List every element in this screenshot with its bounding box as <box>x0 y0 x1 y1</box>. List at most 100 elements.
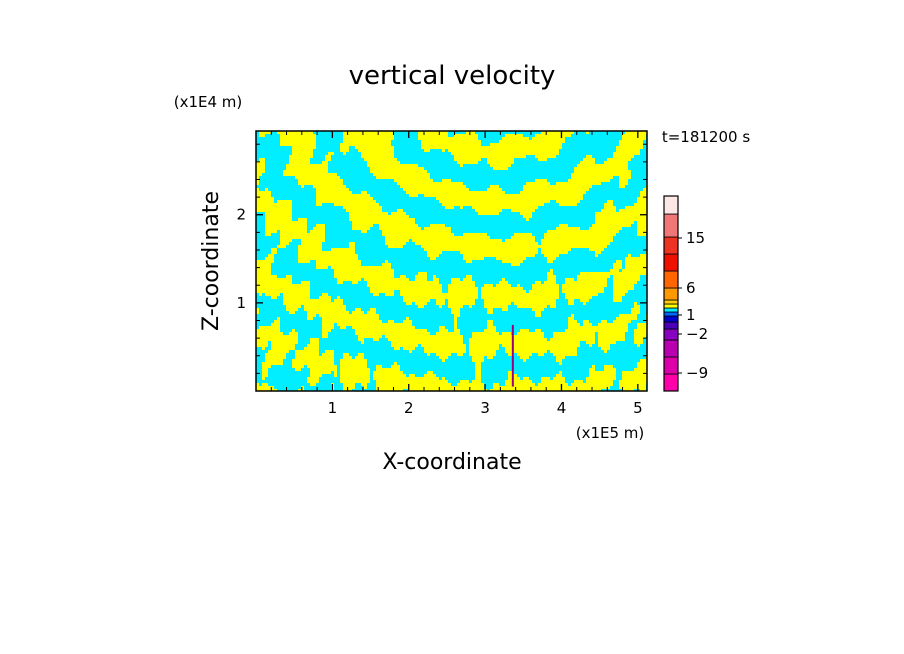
field-cell <box>346 224 350 228</box>
field-cell <box>517 239 521 243</box>
field-cell <box>364 233 368 237</box>
field-cell <box>544 182 548 186</box>
field-cell <box>547 131 551 135</box>
field-cell <box>370 236 374 240</box>
field-cell <box>346 197 350 201</box>
field-cell <box>367 137 371 141</box>
field-cell <box>643 191 647 195</box>
field-cell <box>430 182 434 186</box>
field-cell <box>595 161 599 165</box>
field-cell <box>382 209 386 213</box>
field-cell <box>457 215 461 219</box>
field-cell <box>298 182 302 186</box>
field-cell <box>619 152 623 156</box>
field-cell <box>382 167 386 171</box>
field-cell <box>460 230 464 234</box>
field-cell <box>601 146 605 150</box>
field-cell <box>517 242 521 246</box>
field-cell <box>607 173 611 177</box>
field-cell <box>328 137 332 141</box>
field-cell <box>442 167 446 171</box>
field-cell <box>559 167 563 171</box>
field-cell <box>280 179 284 183</box>
field-cell <box>481 152 485 156</box>
field-cell <box>607 149 611 153</box>
field-cell <box>607 161 611 165</box>
field-cell <box>559 191 563 195</box>
field-cell <box>463 209 467 213</box>
field-cell <box>529 134 533 138</box>
field-cell <box>373 182 377 186</box>
field-cell <box>310 215 314 219</box>
field-cell <box>538 224 542 228</box>
field-cell <box>418 224 422 228</box>
field-cell <box>427 206 431 210</box>
field-cell <box>466 209 470 213</box>
field-cell <box>256 218 260 222</box>
field-cell <box>466 137 470 141</box>
field-cell <box>583 188 587 192</box>
field-cell <box>583 239 587 243</box>
field-cell <box>448 191 452 195</box>
field-cell <box>292 185 296 189</box>
field-cell <box>502 161 506 165</box>
field-cell <box>463 200 467 204</box>
field-cell <box>619 143 623 147</box>
field-cell <box>439 176 443 180</box>
field-cell <box>256 203 260 207</box>
field-cell <box>313 194 317 198</box>
field-cell <box>352 230 356 234</box>
field-cell <box>439 203 443 207</box>
field-cell <box>643 194 647 198</box>
field-cell <box>529 173 533 177</box>
field-cell <box>286 224 290 228</box>
field-cell <box>496 179 500 183</box>
field-cell <box>274 233 278 237</box>
field-cell <box>421 230 425 234</box>
field-cell <box>457 182 461 186</box>
field-cell <box>541 140 545 144</box>
field-cell <box>298 134 302 138</box>
field-cell <box>358 191 362 195</box>
field-cell <box>400 155 404 159</box>
field-cell <box>517 149 521 153</box>
field-cell <box>415 185 419 189</box>
field-cell <box>268 230 272 234</box>
field-cell <box>613 194 617 198</box>
field-cell <box>619 170 623 174</box>
field-cell <box>607 140 611 144</box>
field-cell <box>265 131 269 135</box>
field-cell <box>403 182 407 186</box>
field-cell <box>364 149 368 153</box>
field-cell <box>337 179 341 183</box>
field-cell <box>391 242 395 246</box>
field-cell <box>280 221 284 225</box>
field-cell <box>424 182 428 186</box>
field-cell <box>613 206 617 210</box>
field-cell <box>481 137 485 141</box>
field-cell <box>340 158 344 162</box>
field-cell <box>256 239 260 243</box>
field-cell <box>430 236 434 240</box>
field-cell <box>298 218 302 222</box>
field-cell <box>484 206 488 210</box>
field-cell <box>511 155 515 159</box>
field-cell <box>286 143 290 147</box>
field-cell <box>349 230 353 234</box>
field-cell <box>382 149 386 153</box>
field-cell <box>403 191 407 195</box>
field-cell <box>520 197 524 201</box>
field-cell <box>415 134 419 138</box>
field-cell <box>487 197 491 201</box>
field-cell <box>271 137 275 141</box>
field-cell <box>478 140 482 144</box>
field-cell <box>613 158 617 162</box>
field-cell <box>433 203 437 207</box>
field-cell <box>373 185 377 189</box>
field-cell <box>622 236 626 240</box>
field-cell <box>592 149 596 153</box>
field-cell <box>586 224 590 228</box>
field-cell <box>559 215 563 219</box>
field-cell <box>529 200 533 204</box>
field-cell <box>334 239 338 243</box>
